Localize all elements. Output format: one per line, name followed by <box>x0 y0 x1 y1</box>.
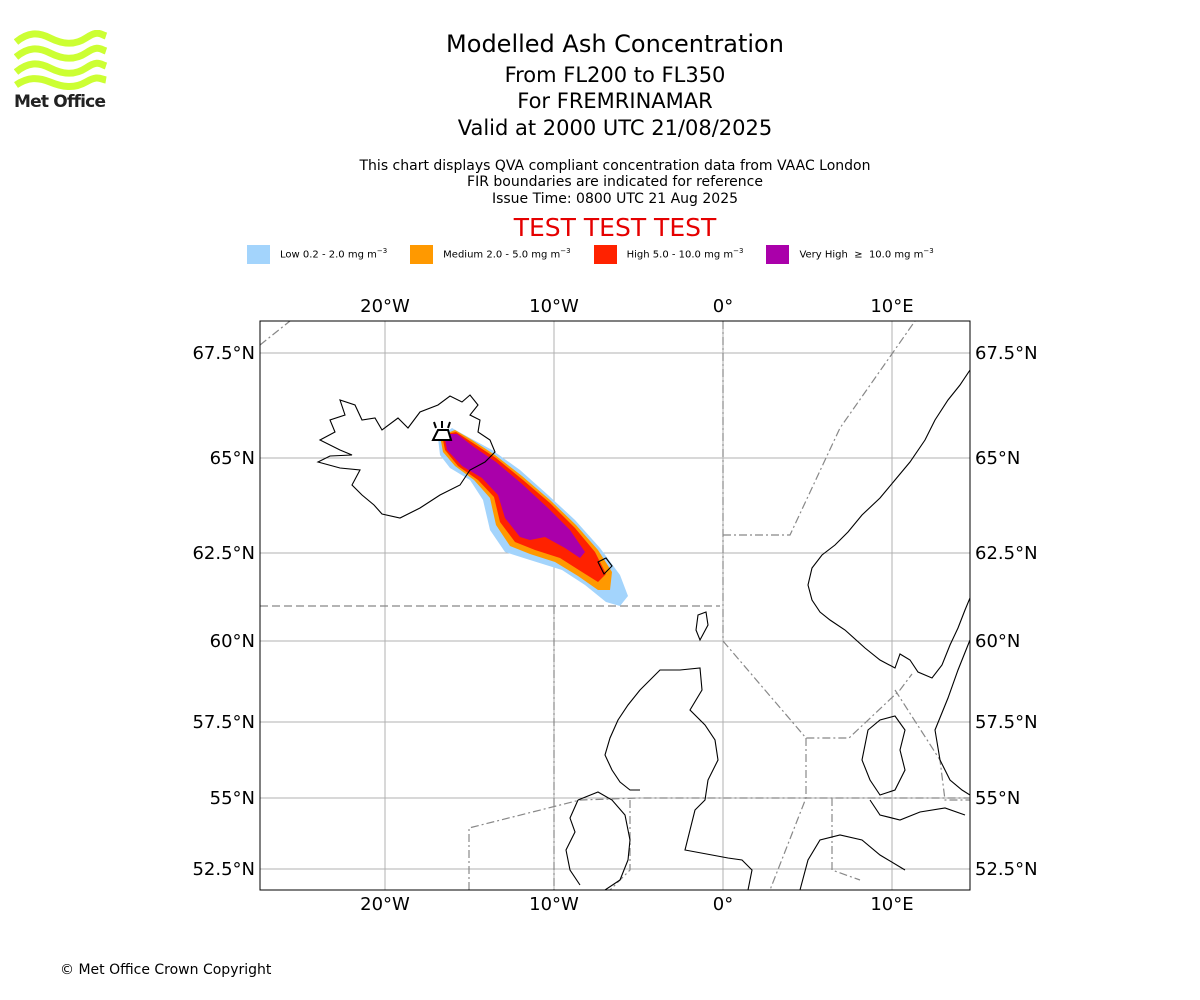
lat-label: 62.5°N <box>975 543 1038 564</box>
shetland-coast <box>695 611 709 642</box>
legend-swatch-high <box>593 244 617 264</box>
lat-label: 55°N <box>210 788 255 809</box>
valid-time: Valid at 2000 UTC 21/08/2025 <box>457 116 773 140</box>
lat-label: 67.5°N <box>975 343 1038 364</box>
volcano-icon <box>431 421 453 441</box>
lon-label: 10°E <box>870 296 913 317</box>
norway-coast <box>807 369 970 679</box>
lat-labels-right: 67.5°N 65°N 62.5°N 60°N 57.5°N 55°N 52.5… <box>975 343 1038 880</box>
legend-item-medium: Medium 2.0 - 5.0 mg m−3 <box>410 244 571 264</box>
lat-label: 52.5°N <box>975 859 1038 880</box>
legend-item-low: Low 0.2 - 2.0 mg m−3 <box>247 244 388 264</box>
lat-label: 57.5°N <box>975 712 1038 733</box>
legend-label-very-high: Very High ≥ 10.0 mg m−3 <box>799 247 934 261</box>
netherlands-coast <box>799 834 906 890</box>
legend-label-low: Low 0.2 - 2.0 mg m−3 <box>280 247 388 261</box>
lon-label: 20°W <box>360 894 410 915</box>
lon-labels-top: 20°W 10°W 0° 10°E <box>360 296 913 317</box>
logo-wordmark: Met Office <box>14 92 106 112</box>
legend: Low 0.2 - 2.0 mg m−3 Medium 2.0 - 5.0 mg… <box>247 244 957 264</box>
lon-label: 0° <box>713 894 733 915</box>
iceland-coast <box>316 394 496 519</box>
lat-label: 57.5°N <box>192 712 255 733</box>
lat-label: 65°N <box>975 448 1020 469</box>
legend-label-high: High 5.0 - 10.0 mg m−3 <box>626 247 744 261</box>
legend-swatch-medium <box>410 244 434 264</box>
legend-item-very-high: Very High ≥ 10.0 mg m−3 <box>766 244 934 264</box>
scotland-coast <box>604 667 753 890</box>
lat-label: 52.5°N <box>192 859 255 880</box>
lat-label: 55°N <box>975 788 1020 809</box>
lon-labels-bottom: 20°W 10°W 0° 10°E <box>360 894 913 915</box>
note-qva: This chart displays QVA compliant concen… <box>359 158 871 174</box>
chart-title: Modelled Ash Concentration <box>446 30 784 58</box>
ireland-coast <box>565 791 631 890</box>
lon-label: 10°E <box>870 894 913 915</box>
lat-labels-left: 67.5°N 65°N 62.5°N 60°N 57.5°N 55°N 52.5… <box>192 343 255 880</box>
map-frame <box>259 320 971 891</box>
volcano-name: For FREMRINAMAR <box>517 89 713 113</box>
gridlines <box>260 321 970 890</box>
copyright: © Met Office Crown Copyright <box>60 962 272 978</box>
lat-label: 62.5°N <box>192 543 255 564</box>
lon-label: 10°W <box>529 296 579 317</box>
lat-label: 60°N <box>975 631 1020 652</box>
lon-label: 20°W <box>360 296 410 317</box>
legend-item-high: High 5.0 - 10.0 mg m−3 <box>593 244 744 264</box>
met-office-logo: Met Office <box>13 29 108 112</box>
legend-swatch-very-high <box>766 244 790 264</box>
sweden-coast <box>934 639 970 796</box>
legend-label-medium: Medium 2.0 - 5.0 mg m−3 <box>443 247 571 261</box>
issue-time: Issue Time: 0800 UTC 21 Aug 2025 <box>491 191 739 207</box>
note-fir: FIR boundaries are indicated for referen… <box>467 174 763 190</box>
faroe-coast <box>597 557 613 575</box>
level-range: From FL200 to FL350 <box>504 63 726 87</box>
germany-coast <box>869 799 966 821</box>
lon-label: 0° <box>713 296 733 317</box>
test-banner: TEST TEST TEST <box>513 213 717 242</box>
lat-label: 65°N <box>210 448 255 469</box>
ash-plume <box>438 428 628 606</box>
legend-swatch-low <box>247 244 270 264</box>
fir-boundaries <box>260 321 970 890</box>
denmark-coast <box>861 715 906 796</box>
lat-label: 67.5°N <box>192 343 255 364</box>
coastlines <box>316 369 970 890</box>
lat-label: 60°N <box>210 631 255 652</box>
met-office-waves-icon <box>13 29 108 90</box>
lon-label: 10°W <box>529 894 579 915</box>
